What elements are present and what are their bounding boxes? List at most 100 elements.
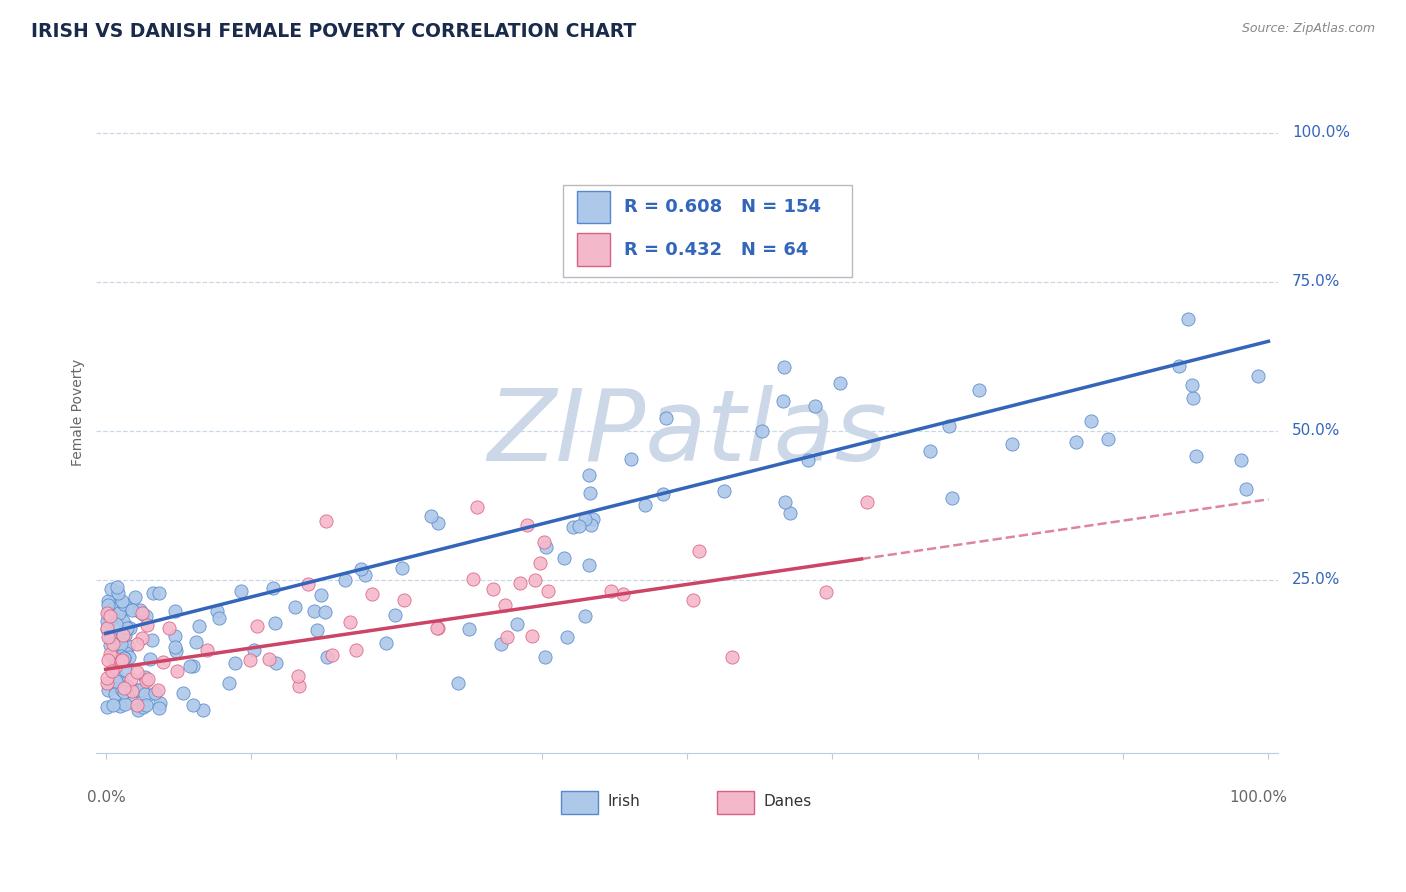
Point <box>166 664 188 678</box>
Point <box>682 593 704 607</box>
Point <box>600 583 623 598</box>
Point <box>128 604 150 618</box>
Point <box>720 650 742 665</box>
Point <box>314 605 336 619</box>
Point <box>208 611 231 625</box>
Point <box>131 699 153 714</box>
Point <box>111 653 134 667</box>
Point <box>751 424 773 438</box>
Point <box>96 621 118 635</box>
Point <box>1247 369 1270 384</box>
Y-axis label: Female Poverty: Female Poverty <box>72 359 86 467</box>
Point <box>555 630 578 644</box>
Point <box>447 675 470 690</box>
Point <box>1229 453 1251 467</box>
Point <box>125 636 148 650</box>
Point <box>104 593 127 607</box>
Point <box>110 654 132 668</box>
Point <box>107 632 129 646</box>
Text: Source: ZipAtlas.com: Source: ZipAtlas.com <box>1241 22 1375 36</box>
Point <box>98 609 121 624</box>
Point <box>124 590 146 604</box>
Point <box>231 583 253 598</box>
Point <box>561 520 583 534</box>
Point <box>136 618 159 632</box>
Point <box>135 698 157 712</box>
Point <box>127 703 149 717</box>
Point <box>112 614 135 628</box>
Point <box>651 487 673 501</box>
Text: 25.0%: 25.0% <box>1292 573 1340 587</box>
Point <box>191 703 214 717</box>
Point <box>125 665 148 680</box>
Point <box>114 663 136 677</box>
Point <box>814 585 837 599</box>
Point <box>131 682 153 697</box>
Point <box>321 648 343 662</box>
Point <box>360 586 382 600</box>
Point <box>264 657 287 671</box>
Point <box>112 650 135 665</box>
Point <box>579 486 602 500</box>
Point <box>114 628 136 642</box>
Point <box>135 608 157 623</box>
Text: 50.0%: 50.0% <box>1292 423 1340 438</box>
Point <box>105 616 128 631</box>
Point <box>533 534 555 549</box>
Point <box>121 603 143 617</box>
Point <box>305 623 328 637</box>
Point <box>509 575 531 590</box>
Point <box>103 650 125 665</box>
Point <box>773 359 796 374</box>
Point <box>529 556 551 570</box>
Point <box>105 673 128 688</box>
Point <box>804 399 827 413</box>
Point <box>205 604 228 618</box>
Point <box>941 491 963 505</box>
Point <box>120 672 142 686</box>
Point <box>427 621 450 635</box>
Point <box>114 619 136 633</box>
Point <box>108 636 131 650</box>
Point <box>458 622 481 636</box>
Point <box>115 646 138 660</box>
Point <box>96 614 118 628</box>
Point <box>125 682 148 697</box>
FancyBboxPatch shape <box>561 791 599 814</box>
Point <box>553 551 575 566</box>
Point <box>524 574 547 588</box>
Point <box>188 618 211 632</box>
Point <box>245 619 267 633</box>
Point <box>578 468 600 483</box>
Point <box>427 516 450 531</box>
Point <box>103 637 125 651</box>
Point <box>181 698 204 712</box>
Point <box>120 622 142 636</box>
Point <box>426 621 449 635</box>
Text: Danes: Danes <box>763 794 813 809</box>
Point <box>97 598 120 612</box>
Point <box>101 664 124 678</box>
Point <box>489 636 512 650</box>
Point <box>112 681 135 695</box>
Point <box>104 660 127 674</box>
Point <box>537 584 560 599</box>
Text: Irish: Irish <box>607 794 641 809</box>
Point <box>165 629 187 643</box>
Point <box>111 628 134 642</box>
Point <box>114 697 136 711</box>
Point <box>134 687 156 701</box>
Point <box>315 514 337 528</box>
Point <box>612 587 634 601</box>
Point <box>620 452 643 467</box>
Point <box>111 648 134 662</box>
Point <box>302 603 325 617</box>
Point <box>1168 359 1191 373</box>
Point <box>112 685 135 699</box>
Point <box>333 574 356 588</box>
Point <box>655 410 678 425</box>
Point <box>496 630 519 644</box>
Point <box>98 613 121 627</box>
Text: 75.0%: 75.0% <box>1292 274 1340 289</box>
Point <box>384 608 406 623</box>
